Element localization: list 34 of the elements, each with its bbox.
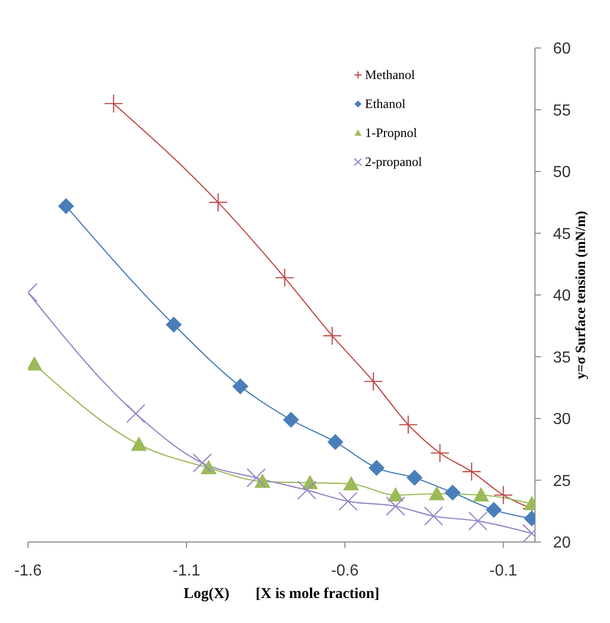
y-tick-label: 60 [553, 40, 571, 58]
point [343, 476, 360, 490]
point [406, 470, 423, 486]
point [283, 412, 300, 428]
y-axis-title: y=σ Surface tension (mN/m) [574, 210, 589, 380]
point [327, 434, 344, 450]
y-tick-label: 20 [553, 534, 571, 552]
x-axis-title: Log(X) [X is mole fraction] [184, 586, 380, 602]
point [232, 378, 248, 394]
legend-label: 1-Propnol [365, 124, 417, 140]
x-tick-label: -0.1 [490, 562, 518, 580]
y-tick-label: 55 [553, 102, 571, 120]
x-tick-label: -1.1 [172, 562, 200, 580]
point [254, 473, 270, 488]
point [444, 484, 461, 501]
point [473, 487, 490, 502]
legend-label: Methanol [365, 66, 415, 82]
legend-label: 2-propanol [365, 154, 422, 170]
y-tick-label: 35 [553, 349, 571, 366]
y-tick-label: 25 [553, 472, 571, 490]
y-tick-label: 45 [553, 226, 571, 243]
point [368, 460, 385, 476]
point [388, 487, 404, 502]
point [130, 436, 147, 451]
legend-label: Ethanol [365, 96, 406, 112]
x-tick-label: -0.6 [331, 562, 359, 580]
point [428, 486, 445, 500]
x-tick-label: -1.6 [14, 562, 42, 580]
y-tick-label: 40 [553, 288, 571, 305]
point [486, 502, 502, 518]
point [166, 316, 182, 333]
y-tick-label: 30 [553, 411, 571, 428]
y-tick-label: 50 [553, 164, 571, 182]
point [58, 198, 74, 214]
